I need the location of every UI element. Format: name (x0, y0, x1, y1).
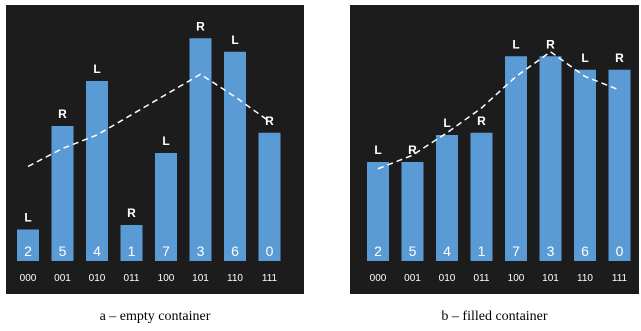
bar-index-label: 000 (20, 273, 37, 284)
bar-value-label: 3 (197, 243, 205, 259)
bar-side-label: R (196, 19, 205, 33)
trend-line (27, 73, 270, 168)
bar-side-label: R (477, 114, 486, 128)
bar-110 (224, 51, 246, 261)
bar-index-label: 110 (577, 273, 593, 284)
bar-011 (120, 225, 143, 261)
bar-side-label: L (443, 116, 450, 130)
bar-index-label: 011 (474, 273, 490, 284)
bar-value-label: 3 (547, 243, 555, 259)
bar-side-label: L (93, 62, 100, 76)
panel-empty-container: 2 L 000 5 R 001 4 L 010 1 R 011 7 L 100 3 R 101 6 L 110 0 R 111 (6, 5, 304, 294)
bar-010 (436, 135, 458, 261)
bar-index-label: 001 (54, 273, 71, 284)
caption-filled-container: b – filled container (441, 309, 548, 324)
bar-111 (258, 132, 281, 261)
bar-value-label: 6 (231, 243, 239, 259)
bar-value-label: 7 (512, 243, 520, 259)
bar-001 (401, 162, 424, 261)
bar-000 (17, 229, 39, 261)
bar-index-label: 000 (370, 273, 387, 284)
bar-index-label: 111 (262, 273, 278, 284)
bar-index-label: 101 (542, 273, 559, 284)
bar-value-label: 2 (24, 243, 32, 259)
bar-110 (574, 69, 596, 261)
caption-empty-container: a – empty container (99, 309, 211, 324)
bar-value-label: 0 (266, 243, 274, 259)
bar-index-label: 100 (508, 273, 525, 284)
bar-value-label: 2 (374, 243, 382, 259)
bar-value-label: 4 (443, 243, 451, 259)
bar-value-label: 7 (162, 243, 170, 259)
bar-side-label: L (512, 37, 519, 51)
bar-101 (189, 38, 212, 261)
bar-diagram-empty: 2 L 000 5 R 001 4 L 010 1 R 011 7 L 100 3 R 101 6 L 110 0 R 111 (17, 19, 281, 284)
bar-111 (608, 69, 631, 261)
bar-value-label: 0 (616, 243, 624, 259)
bar-index-label: 111 (612, 273, 628, 284)
bar-side-label: R (615, 51, 624, 65)
bar-index-label: 010 (89, 273, 106, 284)
bar-000 (367, 162, 389, 261)
bar-index-label: 010 (439, 273, 456, 284)
bar-side-label: R (265, 114, 274, 128)
bar-index-label: 001 (404, 273, 421, 284)
bar-100 (505, 56, 527, 261)
bar-index-label: 101 (192, 273, 209, 284)
bar-side-label: L (24, 211, 31, 225)
bar-011 (470, 132, 493, 261)
bar-value-label: 4 (93, 243, 101, 259)
bar-value-label: 5 (409, 243, 417, 259)
bar-side-label: R (127, 206, 136, 220)
bar-side-label: R (408, 143, 417, 157)
bar-diagram-filled: 2 L 000 5 R 001 4 L 010 1 R 011 7 L 100 3 R 101 6 L 110 0 R 111 (367, 37, 631, 284)
bar-side-label: R (546, 37, 555, 51)
bar-index-label: 110 (227, 273, 243, 284)
bar-side-label: L (162, 134, 169, 148)
bar-value-label: 1 (478, 243, 486, 259)
bar-side-label: L (581, 51, 588, 65)
bar-001 (51, 126, 74, 261)
panel-filled-container: 2 L 000 5 R 001 4 L 010 1 R 011 7 L 100 3 R 101 6 L 110 0 R 111 (350, 5, 639, 294)
trend-line (377, 50, 620, 170)
bar-100 (155, 153, 177, 261)
bar-index-label: 100 (158, 273, 175, 284)
bar-value-label: 6 (581, 243, 589, 259)
bar-010 (86, 81, 108, 261)
bar-side-label: L (231, 33, 238, 47)
bar-side-label: R (58, 107, 67, 121)
bar-side-label: L (374, 143, 381, 157)
bar-index-label: 011 (124, 273, 140, 284)
bar-value-label: 1 (128, 243, 136, 259)
bar-value-label: 5 (59, 243, 67, 259)
bar-101 (539, 56, 562, 261)
